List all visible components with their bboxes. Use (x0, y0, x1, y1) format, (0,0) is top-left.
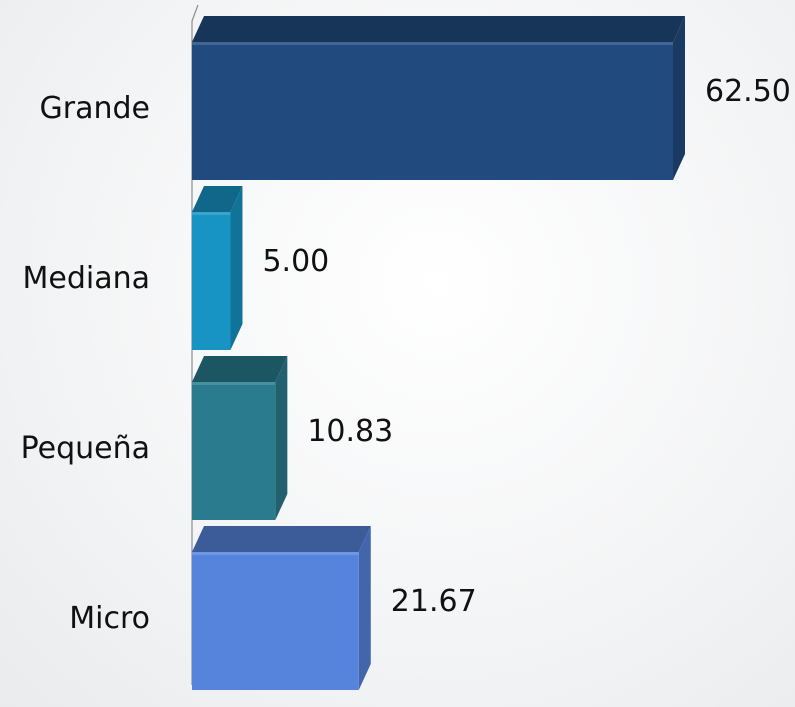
bar-highlight (192, 552, 359, 555)
category-label-mediana: Mediana (23, 261, 151, 296)
bar-side-face (358, 526, 371, 690)
bar-front-face (192, 382, 276, 520)
bar-side-face (230, 186, 243, 350)
bar-highlight (192, 42, 673, 45)
value-label-grande: 62.50 (705, 74, 791, 109)
category-label-grande: Grande (40, 91, 150, 126)
category-label-pequeña: Pequeña (21, 431, 150, 466)
bar-micro (192, 526, 371, 690)
bar-side-face (673, 16, 685, 180)
bar-top-face (192, 356, 288, 382)
bar-top-face (192, 186, 243, 212)
value-label-pequeña: 10.83 (307, 414, 393, 449)
y-axis-depth-line (191, 4, 199, 22)
value-label-mediana: 5.00 (262, 244, 329, 279)
bar-front-face (192, 552, 359, 690)
bar-mediana (192, 186, 243, 350)
value-label-micro: 21.67 (391, 584, 477, 619)
category-label-micro: Micro (69, 601, 150, 636)
bar-front-face (192, 212, 231, 350)
bar-front-face (192, 42, 673, 180)
bar-side-face (275, 356, 288, 520)
bar-grande (192, 16, 685, 180)
bar-top-face (192, 526, 371, 552)
bar-top-face (192, 16, 685, 42)
bar-highlight (192, 382, 276, 385)
bar-highlight (192, 212, 231, 215)
bar-pequeña (192, 356, 288, 520)
